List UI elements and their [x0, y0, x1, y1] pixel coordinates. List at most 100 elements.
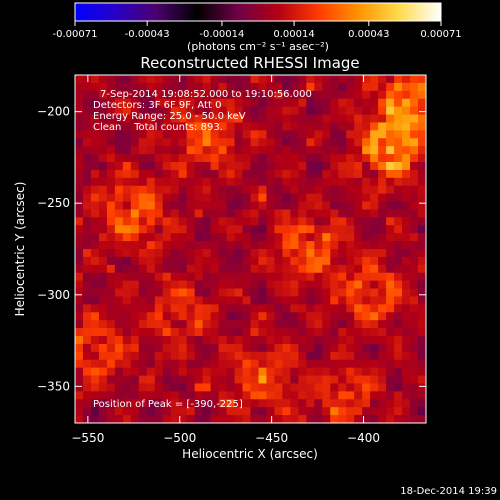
heatmap-cell: [418, 82, 426, 92]
heatmap-cell: [218, 138, 227, 147]
heatmap-cell: [170, 383, 180, 392]
heatmap-cell: [346, 415, 355, 423]
heatmap-cell: [266, 75, 275, 84]
heatmap-cell: [146, 201, 156, 210]
heatmap-cell: [98, 177, 108, 187]
heatmap-cell: [130, 391, 140, 400]
heatmap-cell: [298, 225, 307, 234]
heatmap-cell: [378, 241, 387, 250]
heatmap-cell: [298, 367, 307, 376]
heatmap-cell: [354, 296, 363, 305]
heatmap-cell: [162, 343, 172, 353]
heatmap-cell: [162, 367, 172, 376]
heatmap-cell: [258, 201, 267, 210]
heatmap-cell: [114, 336, 124, 345]
heatmap-cell: [146, 359, 156, 369]
heatmap-cell: [162, 391, 172, 400]
heatmap-cell: [226, 256, 235, 266]
heatmap-cell: [394, 154, 403, 163]
heatmap-cell: [162, 375, 172, 384]
heatmap-cell: [210, 82, 219, 92]
heatmap-cell: [354, 90, 363, 100]
heatmap-cell: [90, 351, 100, 361]
heatmap-cell: [378, 90, 387, 100]
heatmap-cell: [258, 185, 267, 195]
heatmap-cell: [306, 122, 315, 131]
heatmap-cell: [378, 177, 387, 187]
heatmap-cell: [186, 90, 196, 100]
heatmap-cell: [170, 98, 180, 108]
heatmap-cell: [226, 272, 235, 282]
footer-timestamp: 18-Dec-2014 19:39: [400, 486, 497, 497]
heatmap-cell: [226, 75, 235, 84]
heatmap-cell: [298, 201, 307, 210]
heatmap-cell: [298, 146, 307, 155]
heatmap-cell: [154, 296, 164, 305]
heatmap-cell: [282, 114, 291, 123]
heatmap-cell: [130, 146, 140, 155]
heatmap-cell: [370, 288, 379, 297]
heatmap-cell: [194, 154, 204, 163]
heatmap-cell: [410, 407, 419, 416]
heatmap-cell: [394, 146, 403, 155]
heatmap-cell: [394, 375, 403, 384]
heatmap-cell: [114, 280, 124, 289]
heatmap-cell: [346, 225, 355, 234]
heatmap-cell: [402, 82, 411, 92]
heatmap-cell: [266, 304, 275, 313]
heatmap-cell: [362, 272, 371, 282]
heatmap-cell: [186, 312, 196, 321]
heatmap-cell: [122, 375, 132, 384]
heatmap-cell: [186, 185, 196, 195]
heatmap-cell: [90, 98, 100, 108]
heatmap-cell: [250, 415, 259, 423]
heatmap-cell: [210, 296, 219, 305]
heatmap-cell: [266, 114, 275, 123]
heatmap-cell: [410, 185, 419, 195]
heatmap-cell: [138, 98, 148, 108]
heatmap-cell: [218, 233, 227, 242]
heatmap-cell: [402, 296, 411, 305]
heatmap-cell: [410, 90, 419, 100]
heatmap-cell: [154, 375, 164, 384]
heatmap-cell: [322, 367, 331, 376]
heatmap-cell: [130, 162, 140, 171]
heatmap-cell: [338, 146, 347, 155]
heatmap-cell: [138, 177, 148, 187]
heatmap-cell: [386, 90, 395, 100]
heatmap-cell: [378, 320, 387, 329]
heatmap-cell: [322, 280, 331, 289]
heatmap-cell: [250, 146, 259, 155]
heatmap-cell: [330, 209, 339, 218]
heatmap-cell: [218, 177, 227, 187]
heatmap-cell: [346, 320, 355, 329]
heatmap-cell: [234, 304, 243, 313]
heatmap-cell: [98, 343, 108, 353]
heatmap-cell: [114, 304, 124, 313]
heatmap-cell: [378, 351, 387, 361]
heatmap-cell: [218, 130, 227, 139]
heatmap-cell: [394, 130, 403, 139]
heatmap-cell: [106, 130, 116, 139]
heatmap-cell: [362, 193, 371, 202]
heatmap-cell: [130, 336, 140, 345]
heatmap-cell: [114, 98, 124, 108]
heatmap-cell: [178, 82, 188, 92]
heatmap-cell: [250, 351, 259, 361]
heatmap-cell: [146, 233, 156, 242]
heatmap-cell: [114, 367, 124, 376]
heatmap-cell: [178, 415, 188, 423]
heatmap-cell: [410, 375, 419, 384]
heatmap-cell: [402, 177, 411, 187]
heatmap-cell: [282, 106, 291, 115]
heatmap-cell: [322, 75, 331, 84]
heatmap-cell: [266, 296, 275, 305]
heatmap-cell: [322, 233, 331, 242]
heatmap-cell: [210, 122, 219, 131]
heatmap-cell: [266, 185, 275, 195]
heatmap-cell: [266, 217, 275, 226]
heatmap-cell: [298, 280, 307, 289]
heatmap-cell: [282, 328, 291, 337]
heatmap-cell: [202, 193, 212, 202]
heatmap-cell: [330, 399, 339, 408]
